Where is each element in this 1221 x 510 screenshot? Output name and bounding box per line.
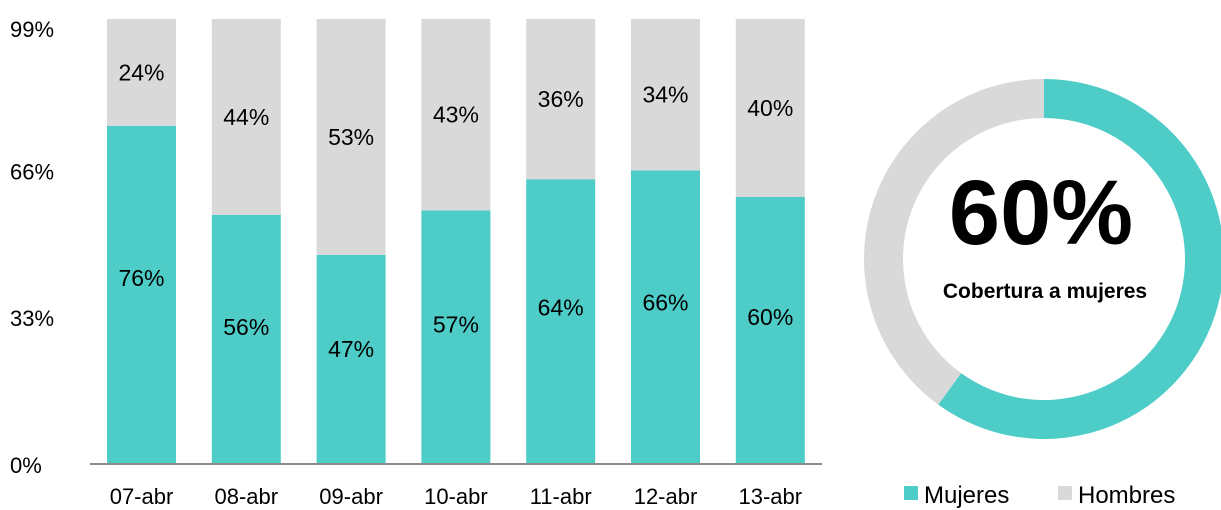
legend-swatch-hombres bbox=[1058, 486, 1072, 500]
data-label-mujeres: 64% bbox=[538, 294, 584, 320]
y-tick-label: 0% bbox=[10, 453, 42, 478]
data-label-mujeres: 76% bbox=[118, 265, 164, 291]
data-label-hombres: 24% bbox=[118, 59, 164, 85]
bar-segment-hombres bbox=[631, 19, 700, 171]
x-tick-label: 12-abr bbox=[634, 484, 698, 509]
data-label-mujeres: 57% bbox=[433, 311, 479, 337]
legend-label-hombres: Hombres bbox=[1078, 482, 1175, 509]
legend-label-mujeres: Mujeres bbox=[924, 482, 1009, 509]
legend-swatch-mujeres bbox=[904, 486, 918, 500]
data-label-hombres: 34% bbox=[642, 82, 688, 108]
bar-segment-hombres bbox=[526, 19, 596, 180]
data-label-mujeres: 60% bbox=[747, 304, 793, 330]
bar-segment-hombres bbox=[316, 19, 386, 255]
bar-segment-mujeres bbox=[735, 197, 805, 464]
bar-segment-hombres bbox=[421, 19, 491, 211]
bars: 76% 24% 56% 44% 47% 53% 57% 43% 64% 36% 66% 34% 60% 4… bbox=[107, 19, 805, 465]
bar-segment-hombres bbox=[735, 19, 805, 197]
x-tick-label: 13-abr bbox=[739, 484, 803, 509]
y-tick-label: 66% bbox=[10, 159, 54, 184]
data-label-mujeres: 56% bbox=[223, 314, 269, 340]
data-label-hombres: 36% bbox=[538, 86, 584, 112]
donut-chart: 60% Cobertura a mujeres Mujeres Hombres bbox=[864, 79, 1221, 509]
bar-segment-mujeres bbox=[316, 254, 386, 464]
bar-segment-mujeres bbox=[526, 179, 596, 464]
donut-slices bbox=[864, 79, 1221, 439]
donut-slice-hombres bbox=[864, 79, 1044, 405]
y-tick-label: 33% bbox=[10, 306, 54, 331]
stacked-bar-chart: 0% 33% 66% 99% 76% 24% 56% 44% 47% 53% 57% 43% 64% 3… bbox=[10, 17, 822, 509]
donut-center-value: 60% bbox=[949, 162, 1133, 264]
data-label-mujeres: 47% bbox=[328, 336, 374, 362]
bar-segment-mujeres bbox=[107, 125, 176, 465]
y-axis-ticks: 0% 33% 66% 99% bbox=[10, 17, 54, 478]
x-tick-label: 08-abr bbox=[215, 484, 279, 509]
data-label-hombres: 43% bbox=[433, 102, 479, 128]
bar-segment-mujeres bbox=[211, 214, 281, 464]
donut-slice-mujeres bbox=[938, 79, 1221, 439]
bar-segment-mujeres bbox=[631, 170, 700, 465]
x-tick-label: 07-abr bbox=[110, 484, 174, 509]
bar-segment-hombres bbox=[211, 19, 281, 215]
donut-center-label: Cobertura a mujeres bbox=[943, 280, 1147, 303]
x-axis-ticks: 07-abr 08-abr 09-abr 10-abr 11-abr 12-abr 13-a… bbox=[110, 484, 802, 509]
x-tick-label: 10-abr bbox=[424, 484, 488, 509]
x-tick-label: 11-abr bbox=[530, 484, 592, 509]
x-tick-label: 09-abr bbox=[319, 484, 383, 509]
data-label-hombres: 40% bbox=[747, 95, 793, 121]
data-label-hombres: 53% bbox=[328, 124, 374, 150]
bar-segment-hombres bbox=[107, 19, 176, 126]
bar-segment-mujeres bbox=[421, 210, 491, 464]
data-label-hombres: 44% bbox=[223, 104, 269, 130]
data-label-mujeres: 66% bbox=[642, 289, 688, 315]
y-tick-label: 99% bbox=[10, 17, 54, 42]
donut-legend: Mujeres Hombres bbox=[904, 482, 1175, 509]
